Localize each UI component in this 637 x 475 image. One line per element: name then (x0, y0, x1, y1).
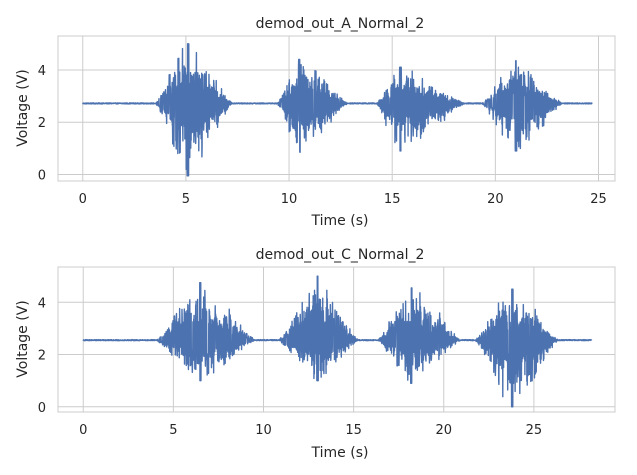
x-axis-label-a: Time (s) (311, 213, 369, 229)
chart-title-c: demod_out_C_Normal_2 (256, 247, 425, 263)
chart-panel-a: demod_out_A_Normal_2 Voltage (V) Time (s… (15, 16, 616, 229)
y-axis-label-c: Voltage (V) (15, 300, 31, 377)
x-tick-label-c: 0 (79, 423, 87, 438)
x-tick-label-a: 5 (182, 192, 190, 207)
x-axis-label-c: Time (s) (311, 445, 369, 461)
y-tick-label-a: 4 (38, 64, 46, 79)
x-tick-label-a: 25 (590, 192, 607, 207)
y-tick-label-c: 2 (38, 349, 46, 364)
signal-line-a (82, 43, 593, 177)
y-axis-label-a: Voltage (V) (15, 69, 31, 146)
chart-title-a: demod_out_A_Normal_2 (256, 16, 425, 32)
x-tick-label-c: 5 (169, 423, 177, 438)
y-tick-label-a: 0 (38, 168, 46, 183)
y-tick-label-c: 0 (38, 401, 46, 416)
plot-frame-c (57, 266, 616, 413)
chart-panel-c: demod_out_C_Normal_2 Voltage (V) Time (s… (15, 247, 616, 461)
x-tick-label-a: 0 (79, 192, 87, 207)
x-tick-label-c: 15 (345, 423, 362, 438)
x-tick-label-a: 15 (384, 192, 401, 207)
y-tick-label-a: 2 (38, 116, 46, 131)
x-tick-label-c: 10 (255, 423, 272, 438)
plot-frame-a (57, 35, 616, 182)
x-tick-label-c: 20 (435, 423, 452, 438)
signal-line-c (82, 275, 593, 408)
x-tick-label-c: 25 (526, 423, 543, 438)
x-tick-label-a: 20 (487, 192, 504, 207)
y-tick-label-c: 4 (38, 296, 46, 311)
x-tick-label-a: 10 (281, 192, 298, 207)
